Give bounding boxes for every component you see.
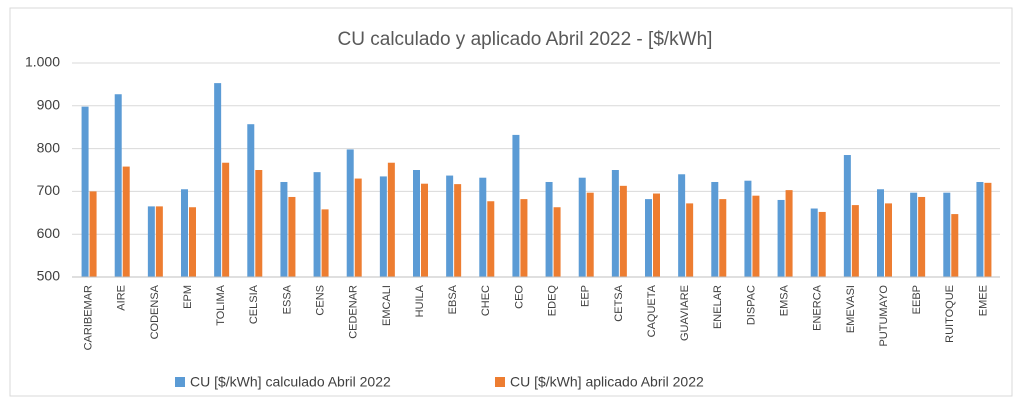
legend-label: CU [$/kWh] aplicado Abril 2022: [510, 374, 704, 390]
bar: [885, 203, 892, 277]
x-tick-label: CETSA: [613, 284, 625, 321]
bar: [81, 106, 89, 277]
x-tick-label: ESSA: [281, 284, 293, 314]
bar: [321, 209, 329, 277]
x-tick-label: CARIBEMAR: [82, 285, 94, 350]
bar: [114, 94, 122, 277]
x-tick-label: CEDENAR: [348, 285, 360, 339]
bar: [785, 190, 793, 277]
bar: [752, 195, 760, 277]
chart-title: CU calculado y aplicado Abril 2022 - [$/…: [338, 29, 713, 50]
bar: [553, 207, 561, 277]
bar: [280, 181, 288, 277]
bar: [943, 192, 951, 277]
bar: [379, 176, 387, 277]
bar: [686, 203, 694, 277]
bar: [619, 185, 627, 277]
x-tick-label: DISPAC: [745, 285, 757, 325]
x-tick-label: EBSA: [447, 284, 459, 314]
bar: [454, 184, 462, 277]
bar: [611, 170, 619, 277]
legend-swatch: [495, 377, 505, 387]
bar: [918, 196, 926, 277]
bar: [255, 170, 263, 277]
bar: [247, 124, 255, 277]
y-tick-label: 700: [37, 182, 61, 198]
bar: [810, 208, 818, 277]
bar: [346, 149, 354, 277]
x-tick-label: CENS: [314, 285, 326, 316]
bar: [122, 166, 130, 277]
bar: [487, 201, 495, 277]
bar: [214, 83, 222, 277]
x-tick-label: EMEVASI: [845, 285, 857, 333]
bar: [984, 182, 992, 277]
bar: [818, 211, 826, 277]
x-tick-label: HUILA: [414, 284, 426, 317]
bar: [387, 162, 395, 277]
bar: [446, 175, 454, 277]
bar: [777, 199, 785, 277]
x-tick-label: EMCALI: [381, 285, 393, 326]
bar: [851, 205, 859, 277]
bar: [645, 199, 652, 277]
x-tick-label: PUTUMAYO: [878, 285, 890, 347]
bar: [89, 191, 97, 277]
bar: [354, 178, 362, 277]
bar: [877, 189, 884, 277]
bar: [147, 206, 155, 277]
bar: [910, 192, 918, 277]
bar: [545, 181, 553, 277]
bar: [719, 199, 727, 277]
x-tick-label: AIRE: [116, 285, 128, 311]
x-tick-label: RUITOQUE: [944, 285, 956, 343]
bar: [313, 172, 321, 277]
x-tick-label: EEP: [580, 285, 592, 307]
bar: [711, 181, 719, 277]
x-tick-label: TOLIMA: [215, 284, 227, 325]
bar: [512, 134, 520, 277]
x-tick-label: CHEC: [480, 285, 492, 316]
bar: [520, 199, 528, 277]
bar: [578, 177, 586, 277]
legend-label: CU [$/kWh] calculado Abril 2022: [190, 374, 391, 390]
bar: [951, 214, 959, 277]
y-tick-label: 1.000: [25, 54, 60, 70]
x-tick-label: EPM: [182, 285, 194, 309]
bar: [479, 177, 487, 277]
x-tick-label: EEBP: [911, 285, 923, 314]
x-tick-label: CELSIA: [248, 284, 260, 324]
x-tick-label: CODENSA: [149, 284, 161, 339]
bar: [189, 207, 196, 277]
x-tick-label: ENERCA: [812, 284, 824, 331]
y-tick-label: 600: [37, 225, 61, 241]
bar: [678, 174, 686, 277]
x-tick-label: EMSA: [778, 284, 790, 316]
bar: [744, 180, 752, 277]
y-tick-label: 500: [37, 268, 61, 284]
bar: [843, 155, 851, 277]
bar: [421, 183, 428, 277]
x-tick-label: EMEE: [977, 285, 989, 316]
x-tick-label: CAQUETA: [646, 284, 658, 337]
bar: [653, 193, 660, 277]
x-tick-label: ENELAR: [712, 285, 724, 329]
bar: [288, 196, 296, 277]
bar: [586, 192, 594, 277]
bar: [976, 181, 984, 277]
bar: [181, 189, 188, 277]
bar: [413, 170, 420, 277]
y-tick-label: 900: [37, 97, 61, 113]
y-tick-label: 800: [37, 139, 61, 155]
bar: [155, 206, 163, 277]
x-tick-label: CEO: [513, 285, 525, 309]
bar: [222, 162, 230, 277]
legend-swatch: [175, 377, 185, 387]
x-tick-label: GUAVIARE: [679, 285, 691, 341]
x-tick-label: EDEQ: [546, 285, 558, 317]
